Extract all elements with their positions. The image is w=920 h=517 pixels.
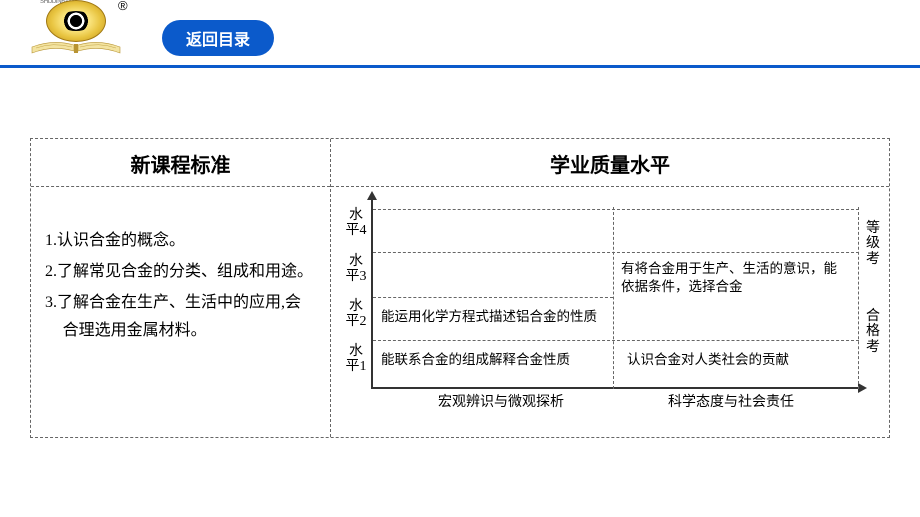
left-body: 1.认识合金的概念。 2.了解常见合金的分类、组成和用途。 3.了解合金在生产、… [31, 187, 330, 348]
cell-level1-cat2: 认识合金对人类社会的贡献 [627, 351, 837, 369]
x-axis [371, 387, 859, 389]
side-label-top: 等级考 [865, 221, 881, 267]
right-title: 学业质量水平 [331, 139, 889, 187]
main-frame: 新课程标准 1.认识合金的概念。 2.了解常见合金的分类、组成和用途。 3.了解… [30, 138, 890, 438]
right-column: 学业质量水平 水平4 水平3 水平2 水平1 有将合金用于生产、生活的意识，能依… [331, 139, 889, 437]
gridline [373, 297, 613, 298]
standard-item: 3.了解合金在生产、生活中的应用,会合理选用金属材料。 [45, 289, 316, 347]
standard-item: 1.认识合金的概念。 [45, 227, 316, 256]
y-label-4: 水平4 [344, 209, 368, 238]
cell-level3-cat2: 有将合金用于生产、生活的意识，能依据条件，选择合金 [621, 260, 839, 296]
y-label-3: 水平3 [344, 255, 368, 284]
standard-item: 2.了解常见合金的分类、组成和用途。 [45, 258, 316, 287]
vline-mid [613, 207, 614, 389]
vline-right [858, 207, 859, 389]
left-column: 新课程标准 1.认识合金的概念。 2.了解常见合金的分类、组成和用途。 3.了解… [31, 139, 331, 437]
gridline [373, 252, 859, 253]
y-label-2: 水平2 [344, 300, 368, 329]
back-to-toc-button[interactable]: 返回目录 [162, 20, 274, 56]
side-label-bottom: 合格考 [865, 309, 881, 355]
x-category-1: 宏观辨识与微观探析 [411, 391, 591, 411]
cell-level1-cat1: 能联系合金的组成解释合金性质 [381, 351, 607, 369]
x-category-2: 科学态度与社会责任 [641, 391, 821, 411]
gridline [373, 340, 859, 341]
logo-eye-icon [46, 0, 106, 42]
left-title: 新课程标准 [31, 139, 330, 187]
cell-level2-cat1: 能运用化学方程式描述铝合金的性质 [381, 308, 607, 326]
gridline [373, 209, 859, 210]
y-axis [371, 199, 373, 389]
quality-chart: 水平4 水平3 水平2 水平1 有将合金用于生产、生活的意识，能依据条件，选择合… [331, 187, 889, 437]
y-label-1: 水平1 [344, 345, 368, 374]
logo-book-icon [30, 39, 122, 55]
header: ® SHIJIJINBANG 返回目录 [0, 0, 920, 65]
logo: ® SHIJIJINBANG [30, 0, 122, 55]
content: 新课程标准 1.认识合金的概念。 2.了解常见合金的分类、组成和用途。 3.了解… [0, 68, 920, 458]
